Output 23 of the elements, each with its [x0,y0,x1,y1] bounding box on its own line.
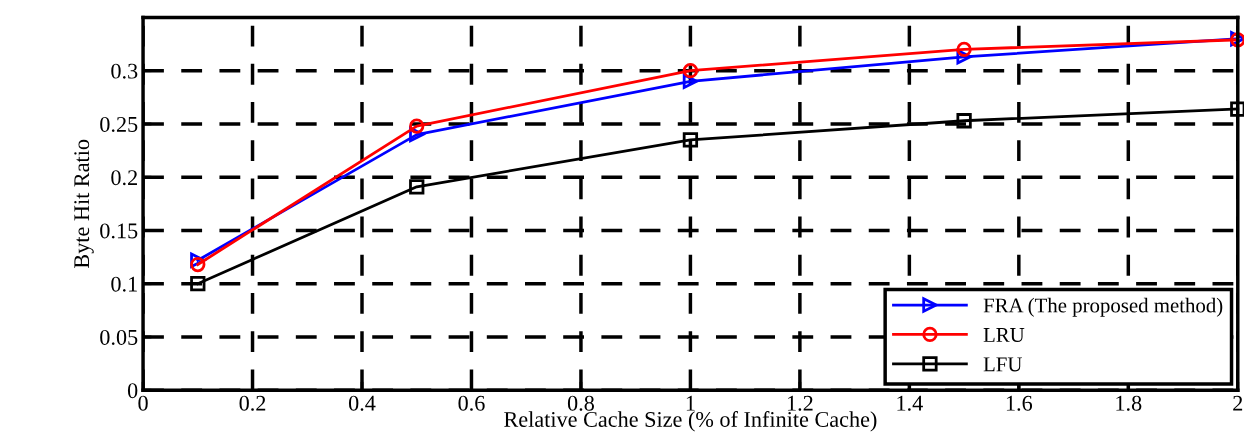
x-tick-label: 1.8 [1116,395,1142,411]
legend-label: LRU [983,328,1025,342]
y-tick-label: 0.15 [100,223,138,239]
y-axis-title: Byte Hit Ratio [74,139,94,268]
x-tick-label: 2 [1233,395,1243,411]
x-tick-label: 0.8 [567,395,594,411]
y-tick-label: 0.3 [111,63,138,79]
y-tick-label: 0.25 [100,116,138,132]
x-tick-label: 1.2 [787,395,813,411]
x-tick-label: 1.6 [1006,395,1033,411]
x-tick-label: 1.4 [897,395,923,411]
y-tick-label: 0.2 [111,170,137,186]
y-tick-label: 0.1 [111,276,137,292]
y-tick-label: 0.05 [100,329,138,345]
x-tick-label: 0 [138,395,148,411]
x-tick-label: 0.4 [348,395,376,411]
legend-label: LFU [983,357,1022,372]
x-axis-title: Relative Cache Size (% of Infinite Cache) [504,411,877,432]
legend-label: FRA (The proposed method) [983,297,1223,317]
y-tick-label: 0 [127,383,138,399]
x-tick-label: 0.6 [458,395,485,411]
x-tick-label: 0.2 [239,395,266,411]
x-tick-label: 1 [686,395,695,411]
